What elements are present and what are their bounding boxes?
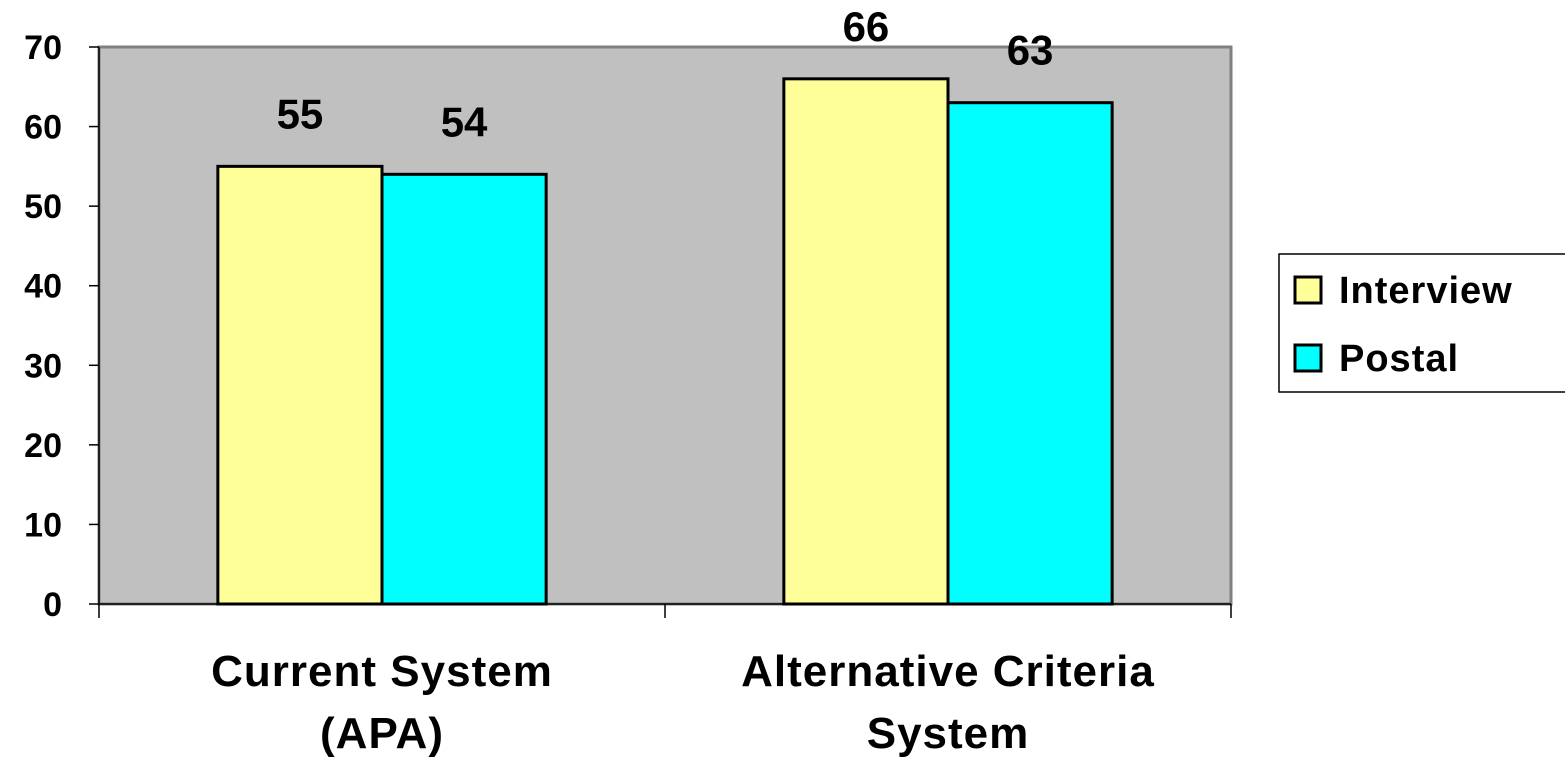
y-tick-label: 30 xyxy=(24,347,62,385)
data-labels: 55 54 66 63 xyxy=(277,3,1054,145)
bars xyxy=(216,77,1114,606)
y-tick-label: 60 xyxy=(24,109,62,147)
y-tick-label: 10 xyxy=(24,506,62,544)
legend-box xyxy=(1278,253,1565,393)
x-category-label: (APA) xyxy=(320,709,444,758)
y-tick-label: 70 xyxy=(24,29,62,67)
y-tick-label: 40 xyxy=(24,268,62,306)
x-axis xyxy=(98,603,1232,618)
y-tick-label: 20 xyxy=(24,427,62,465)
category-labels: Current System (APA) Alternative Criteria S… xyxy=(211,647,1155,758)
data-label: 55 xyxy=(277,90,324,137)
data-label: 54 xyxy=(441,98,488,145)
bar-postal xyxy=(946,101,1114,606)
legend-swatch-postal xyxy=(1293,343,1323,373)
x-category-label: Current System xyxy=(211,647,553,696)
y-tick-label: 50 xyxy=(24,188,62,226)
legend-swatch-interview xyxy=(1293,275,1323,305)
legend-label-interview: Interview xyxy=(1339,270,1513,312)
bar-interview xyxy=(782,77,950,606)
y-axis: 0 10 20 30 40 50 60 70 xyxy=(24,29,100,624)
bar-postal xyxy=(380,172,548,606)
legend-label-postal: Postal xyxy=(1339,338,1459,380)
y-tick-label: 0 xyxy=(43,586,62,624)
data-label: 66 xyxy=(843,3,890,50)
x-category-label: Alternative Criteria xyxy=(741,647,1155,696)
data-label: 63 xyxy=(1007,27,1054,74)
bar-interview xyxy=(216,164,384,606)
x-category-label: System xyxy=(867,709,1030,758)
legend: Interview Postal xyxy=(1278,253,1565,393)
